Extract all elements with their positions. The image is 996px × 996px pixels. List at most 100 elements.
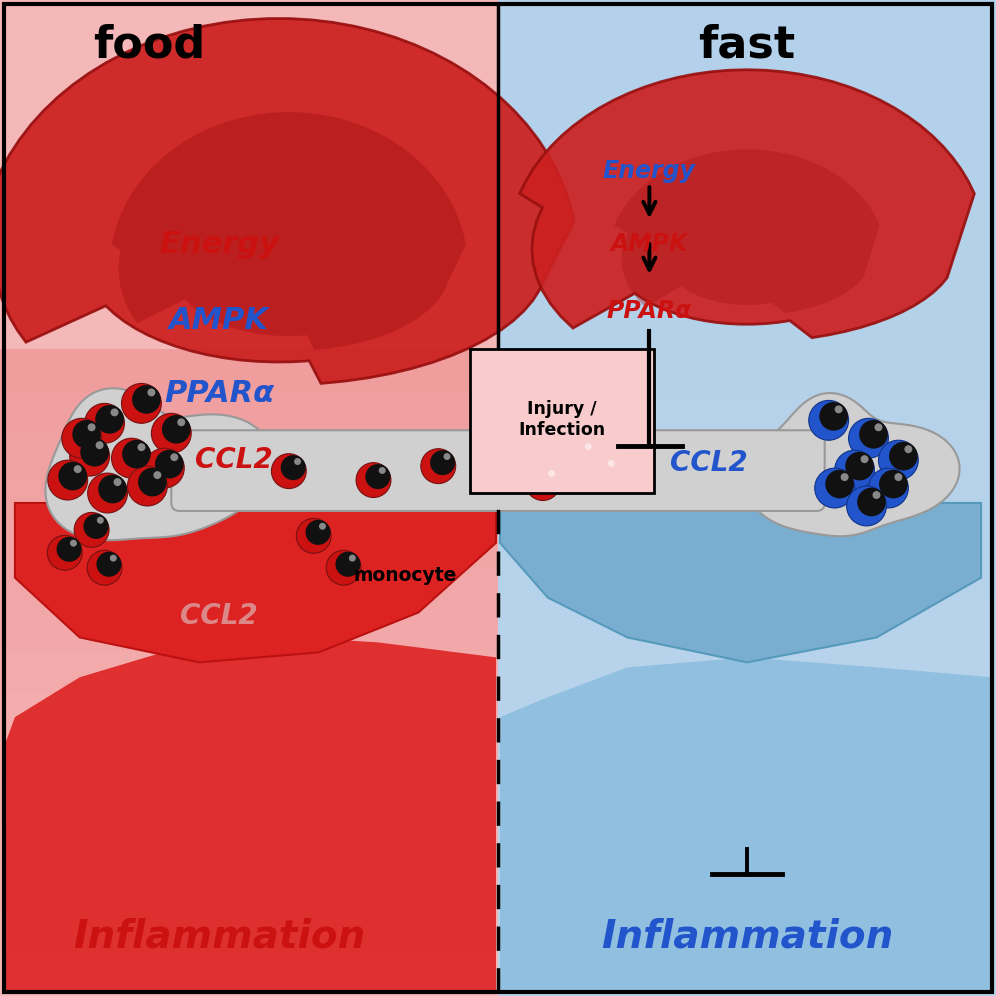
Circle shape <box>585 443 592 450</box>
Circle shape <box>430 450 455 475</box>
Text: PPARα: PPARα <box>607 299 692 323</box>
Text: monocyte: monocyte <box>354 566 457 586</box>
Text: CCL2: CCL2 <box>180 602 258 629</box>
Circle shape <box>112 438 151 478</box>
Circle shape <box>872 491 880 499</box>
Circle shape <box>861 455 869 463</box>
Circle shape <box>88 473 127 513</box>
Circle shape <box>297 518 331 553</box>
FancyBboxPatch shape <box>171 430 825 511</box>
Polygon shape <box>0 435 498 478</box>
Text: Inflammation: Inflammation <box>601 917 893 955</box>
Polygon shape <box>0 391 498 435</box>
Polygon shape <box>498 0 996 996</box>
Circle shape <box>97 517 104 524</box>
Circle shape <box>349 555 356 562</box>
Circle shape <box>147 388 155 396</box>
FancyBboxPatch shape <box>470 349 654 493</box>
Circle shape <box>336 552 361 577</box>
Circle shape <box>595 457 620 482</box>
Text: CCL2: CCL2 <box>670 449 748 477</box>
Polygon shape <box>0 19 574 383</box>
Circle shape <box>123 440 150 468</box>
Text: food: food <box>94 23 205 67</box>
Circle shape <box>99 475 126 503</box>
Circle shape <box>97 552 122 577</box>
Circle shape <box>88 423 96 431</box>
Circle shape <box>70 540 77 547</box>
Polygon shape <box>520 70 974 338</box>
Circle shape <box>59 462 87 490</box>
Circle shape <box>48 460 88 500</box>
Circle shape <box>815 468 855 508</box>
Circle shape <box>846 452 873 480</box>
Polygon shape <box>500 503 981 662</box>
Polygon shape <box>15 503 496 662</box>
Circle shape <box>327 550 362 585</box>
Circle shape <box>122 383 161 423</box>
Text: Injury /
Infection: Injury / Infection <box>519 400 606 438</box>
Circle shape <box>874 423 882 431</box>
Circle shape <box>151 413 191 453</box>
Circle shape <box>548 470 555 477</box>
Circle shape <box>378 467 385 474</box>
Circle shape <box>57 537 82 562</box>
Polygon shape <box>0 780 498 824</box>
Circle shape <box>894 473 902 481</box>
Circle shape <box>96 405 124 433</box>
Polygon shape <box>112 113 466 350</box>
Polygon shape <box>46 388 273 540</box>
Circle shape <box>526 420 561 455</box>
Circle shape <box>85 403 124 443</box>
Circle shape <box>820 402 848 430</box>
Circle shape <box>858 488 885 516</box>
Polygon shape <box>615 149 879 313</box>
Circle shape <box>84 514 109 539</box>
Circle shape <box>535 422 560 447</box>
Circle shape <box>155 450 183 478</box>
Polygon shape <box>0 0 498 996</box>
Circle shape <box>586 456 620 490</box>
Polygon shape <box>0 737 498 780</box>
Text: CCL2: CCL2 <box>195 446 273 474</box>
Circle shape <box>878 440 918 480</box>
Circle shape <box>74 465 82 473</box>
Circle shape <box>81 438 109 466</box>
Circle shape <box>110 555 117 562</box>
Text: Inflammation: Inflammation <box>73 917 366 955</box>
Circle shape <box>572 440 597 465</box>
Circle shape <box>826 470 854 498</box>
Circle shape <box>271 454 307 489</box>
Text: AMPK: AMPK <box>169 306 269 336</box>
Circle shape <box>281 455 306 480</box>
Circle shape <box>138 468 166 496</box>
Circle shape <box>73 420 101 448</box>
Circle shape <box>879 470 907 498</box>
Circle shape <box>809 400 849 440</box>
Circle shape <box>535 467 560 492</box>
Circle shape <box>74 512 110 547</box>
Circle shape <box>357 462 391 497</box>
Circle shape <box>563 438 598 473</box>
Text: fast: fast <box>698 23 796 67</box>
Circle shape <box>319 523 326 530</box>
Circle shape <box>904 445 912 453</box>
Polygon shape <box>0 565 498 608</box>
Circle shape <box>306 520 331 545</box>
Circle shape <box>849 418 888 458</box>
Circle shape <box>889 442 917 470</box>
Polygon shape <box>0 608 498 650</box>
Text: AMPK: AMPK <box>611 232 688 256</box>
Circle shape <box>860 420 887 448</box>
Polygon shape <box>0 521 498 565</box>
Circle shape <box>841 473 849 481</box>
Circle shape <box>96 441 104 449</box>
Circle shape <box>526 465 561 500</box>
Circle shape <box>443 453 450 460</box>
Circle shape <box>421 448 456 483</box>
Circle shape <box>177 418 185 426</box>
Circle shape <box>835 450 874 490</box>
Polygon shape <box>500 657 992 992</box>
Circle shape <box>132 385 160 413</box>
Circle shape <box>170 453 178 461</box>
